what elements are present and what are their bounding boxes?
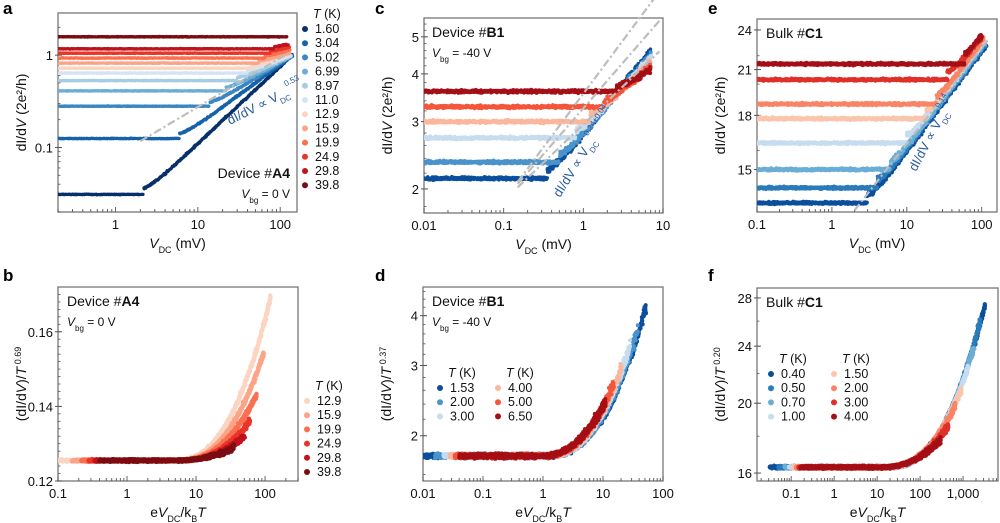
- plot-frame: [57, 12, 298, 213]
- data-point: [177, 137, 181, 141]
- data-point: [207, 104, 211, 108]
- panel-letter: a: [3, 0, 13, 18]
- x-tick-label: 10: [191, 217, 205, 232]
- data-point: [141, 192, 145, 196]
- y-tick-label: 1: [46, 48, 53, 63]
- y-tick-label: 0.1: [35, 140, 53, 155]
- x-tick-label: 100: [269, 217, 291, 232]
- x-tick-label: 1: [112, 217, 119, 232]
- x-axis: 1 10 100: [57, 207, 291, 232]
